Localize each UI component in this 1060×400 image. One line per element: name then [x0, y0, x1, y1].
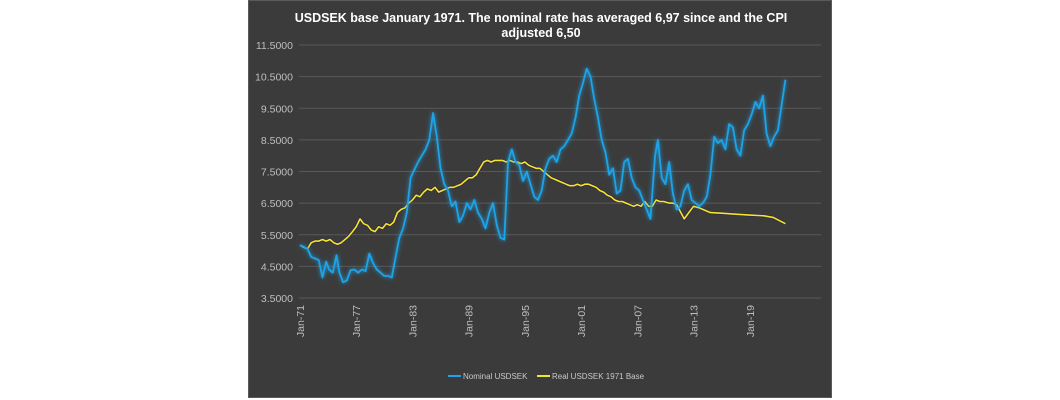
chart-panel: USDSEK base January 1971. The nominal ra… [248, 0, 832, 398]
series-lines [299, 67, 787, 284]
y-tick-label: 4.5000 [261, 261, 293, 273]
x-tick-label: Jan-95 [520, 305, 532, 337]
legend-label-nominal: Nominal USDSEK [463, 372, 528, 381]
chart-svg: USDSEK base January 1971. The nominal ra… [255, 11, 821, 381]
x-axis-ticks: Jan-71 Jan-77 Jan-83 Jan-89 Jan-95 Jan-01 Jan-… [295, 305, 757, 337]
y-tick-label: 7.5000 [261, 167, 293, 179]
y-tick-label: 11.5000 [256, 40, 293, 52]
x-tick-label: Jan-89 [464, 305, 476, 337]
y-tick-label: 5.5000 [261, 230, 293, 242]
legend-label-real: Real USDSEK 1971 Base [552, 372, 645, 381]
x-tick-label: Jan-83 [407, 305, 419, 337]
y-tick-label: 9.5000 [261, 103, 293, 115]
chart-title-line-2: adjusted 6,50 [501, 26, 580, 40]
y-axis-ticks: 11.5000 10.5000 9.5000 8.5000 7.5000 6.5000 5.… [255, 40, 293, 305]
x-tick-label: Jan-07 [632, 305, 644, 337]
gridlines [299, 44, 821, 299]
x-tick-label: Jan-19 [745, 305, 757, 337]
legend: Nominal USDSEK Real USDSEK 1971 Base [448, 372, 645, 381]
series-line-nominal-usdsek [299, 67, 787, 284]
y-tick-label: 3.5000 [261, 293, 293, 305]
chart-title-line-1: USDSEK base January 1971. The nominal ra… [295, 11, 788, 25]
y-tick-label: 10.5000 [255, 72, 293, 84]
y-tick-label: 6.5000 [261, 198, 293, 210]
series-shadow-real [299, 158, 787, 251]
series-line-real-usdsek [299, 159, 786, 250]
x-tick-label: Jan-71 [295, 305, 307, 337]
x-tick-label: Jan-01 [576, 305, 588, 337]
y-tick-label: 8.5000 [261, 135, 293, 147]
x-tick-label: Jan-13 [689, 305, 701, 337]
x-tick-label: Jan-77 [351, 305, 363, 337]
